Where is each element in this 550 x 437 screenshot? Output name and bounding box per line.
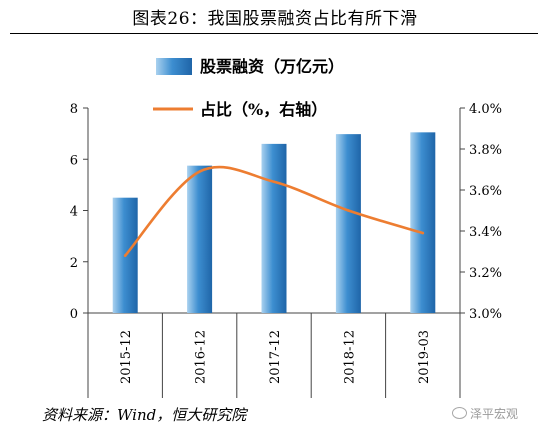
y-right-tick-label: 3.0% [469,307,502,322]
title-divider [10,33,538,34]
legend-bar-swatch [156,58,192,75]
bar [335,134,361,313]
x-tick-label: 2017-12 [268,330,283,384]
legend: 股票融资（万亿元） 占比（%，右轴） [153,57,344,119]
y-right-tick-label: 3.8% [469,143,502,158]
line-point [347,209,350,212]
y-left-tick-label: 2 [70,256,78,271]
chart-title: 图表26：我国股票融资占比有所下滑 [132,9,418,29]
x-tick-label: 2018-12 [342,330,357,384]
wechat-icon [452,407,467,419]
x-tick-label: 2019-03 [417,330,432,384]
y-right-tick-label: 3.6% [469,184,502,199]
tick-labels: 0 2 4 6 8 3.0% 3.2% 3.4% 3.6% 3.8% 4.0% 2015-12 2016… [70,102,502,384]
legend-bar-label: 股票融资（万亿元） [200,57,344,76]
watermark-label: 泽平宏观 [470,407,519,421]
bar [410,132,436,313]
y-left-tick-label: 8 [70,102,78,117]
line-point [198,170,201,173]
share-line [123,165,425,257]
bar [187,165,213,313]
line-point [272,180,276,184]
y-right-tick-label: 3.4% [469,225,502,240]
source-note: 资料来源：Wind，恒大研究院 [42,406,247,424]
line-point [421,231,425,235]
y-left-tick-label: 0 [70,307,78,322]
y-right-tick-label: 4.0% [469,102,502,117]
x-tick-label: 2016-12 [194,330,209,384]
watermark: 泽平宏观 [452,405,518,422]
y-right-tick-label: 3.2% [469,266,502,281]
line-point [123,254,127,257]
y-left-tick-label: 6 [70,153,78,168]
bar [261,143,287,313]
x-tick-label: 2015-12 [119,330,134,384]
legend-line-label: 占比（%，右轴） [200,100,327,119]
line-series [123,165,425,257]
y-left-tick-label: 4 [70,205,78,220]
